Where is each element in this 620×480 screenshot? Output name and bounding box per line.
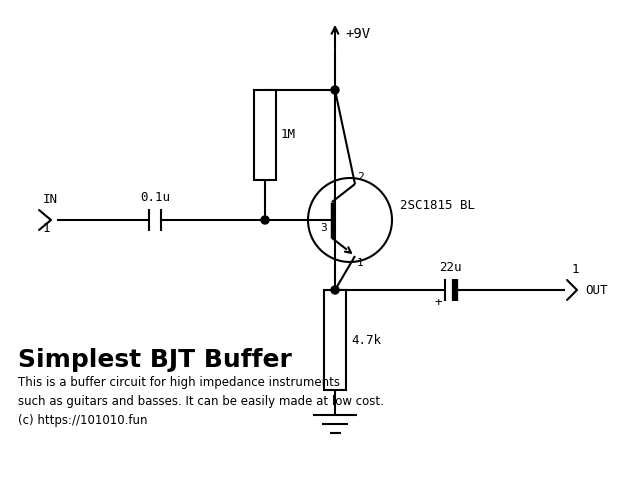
Text: +9V: +9V: [345, 27, 370, 41]
Bar: [254, 90, 276, 180]
Text: 3: 3: [321, 223, 327, 233]
Text: 4.7k: 4.7k: [351, 334, 381, 347]
Text: +: +: [435, 296, 442, 309]
Text: OUT: OUT: [585, 284, 608, 297]
Text: Simplest BJT Buffer: Simplest BJT Buffer: [18, 348, 292, 372]
Circle shape: [331, 286, 339, 294]
Text: This is a buffer circuit for high impedance instruments
such as guitars and bass: This is a buffer circuit for high impeda…: [18, 376, 384, 427]
Text: 2SC1815 BL: 2SC1815 BL: [400, 199, 475, 212]
Text: 2: 2: [357, 172, 364, 182]
Text: 22u: 22u: [439, 261, 461, 274]
Text: 1: 1: [357, 258, 364, 268]
Bar: [324, 290, 346, 390]
Text: 0.1u: 0.1u: [140, 191, 170, 204]
Text: 1M: 1M: [281, 129, 296, 142]
Circle shape: [331, 86, 339, 94]
Text: 1: 1: [43, 222, 50, 235]
Text: 1: 1: [572, 263, 580, 276]
Text: IN: IN: [43, 193, 58, 206]
Circle shape: [261, 216, 269, 224]
